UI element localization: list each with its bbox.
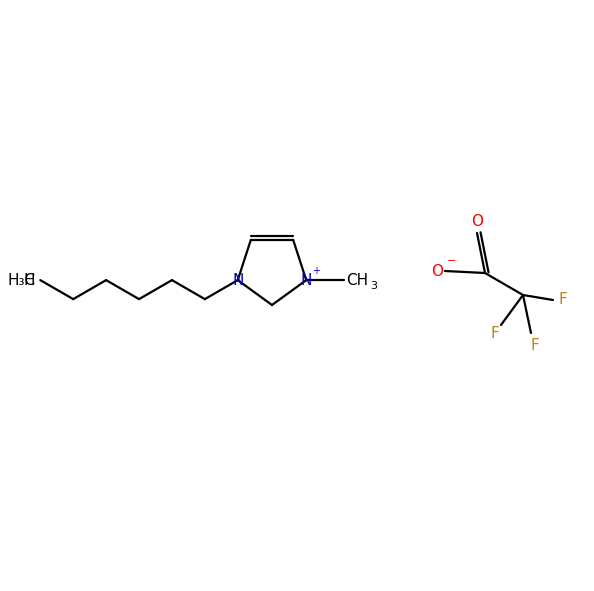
Text: N: N xyxy=(232,272,244,288)
Text: −: − xyxy=(447,256,456,266)
Text: +: + xyxy=(312,266,320,276)
Text: F: F xyxy=(530,337,539,352)
Text: F: F xyxy=(558,293,567,307)
Text: CH: CH xyxy=(346,272,368,288)
Text: 3: 3 xyxy=(370,281,377,291)
Text: O: O xyxy=(431,264,443,278)
Text: N: N xyxy=(301,272,312,288)
Text: H₃C: H₃C xyxy=(7,272,35,288)
Text: F: F xyxy=(491,326,500,340)
Text: O: O xyxy=(471,213,483,229)
Text: H: H xyxy=(24,272,35,288)
